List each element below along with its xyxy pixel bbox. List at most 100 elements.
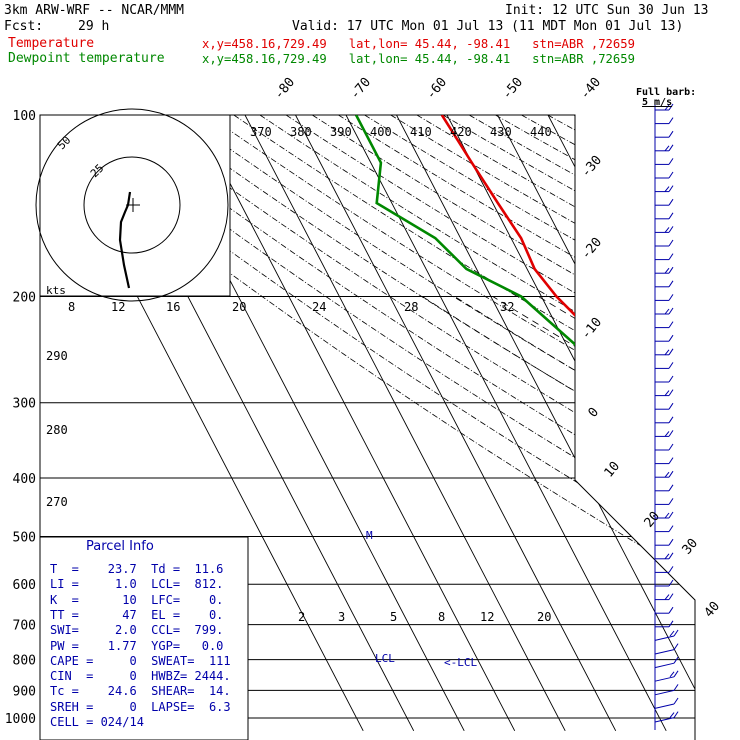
wind-barb (655, 484, 674, 492)
wind-barb (654, 656, 679, 669)
moist-adiabat (454, 296, 695, 732)
dry-adiabat (547, 115, 695, 732)
wind-barb (655, 294, 674, 301)
wind-barb (655, 511, 674, 519)
hodograph-ring-25 (83, 156, 181, 254)
wind-barb (655, 280, 674, 288)
barb-panel-subtitle: 5 m/s (642, 97, 673, 108)
isotherm-label: -10 (579, 315, 606, 343)
moist-adiabat (492, 296, 695, 732)
pressure-label: 200 (13, 291, 36, 306)
wind-barb (655, 348, 674, 356)
isotherm-label: -20 (579, 235, 606, 263)
wind-barb (655, 198, 674, 206)
wind-barb (655, 144, 674, 152)
isotherm-line (497, 115, 695, 731)
lcl-arrow-label: <-LCL (444, 656, 478, 669)
wind-barb (655, 239, 674, 247)
parcel-info-frame (39, 536, 249, 740)
theta-label: 430 (490, 125, 512, 139)
wind-barb (655, 498, 674, 505)
dewpoint-curve (354, 115, 695, 719)
isotherm-label: 0 (586, 405, 603, 421)
model-title: 3km ARW-WRF -- NCAR/MMM (4, 3, 185, 18)
isotherm-label: 40 (702, 599, 724, 621)
wind-barb (655, 389, 674, 397)
isotherm-label: 10 (602, 459, 624, 481)
wind-barb (655, 321, 674, 329)
mixing-ratio-label: 3 (338, 610, 345, 624)
theta-label: 380 (290, 125, 312, 139)
wind-barb (655, 525, 674, 533)
temperature-location: x,y=458.16,729.49 lat,lon= 45.44, -98.41… (202, 37, 635, 51)
theta-label: 400 (370, 125, 392, 139)
dry-adiabat (338, 115, 695, 732)
pressure-label: 400 (13, 472, 36, 487)
parcel-info-box (39, 536, 249, 740)
parcel-info-row: SREH = 0 LAPSE= 6.3 (50, 699, 231, 714)
wind-barb (655, 117, 674, 125)
temperature-curve (440, 115, 695, 720)
theta-e-label: 24 (312, 300, 326, 314)
theta-label: 440 (530, 125, 552, 139)
parcel-info-row: K = 10 LFC= 0. (50, 592, 224, 607)
theta-e-label: 20 (232, 300, 246, 314)
wind-barb (655, 307, 674, 315)
isotherm-line (547, 115, 695, 731)
dry-adiabat (468, 115, 695, 732)
init-time: Init: 12 UTC Sun 30 Jun 13 (505, 3, 709, 18)
isotherm-line (295, 115, 617, 731)
theta-label-left: 270 (46, 495, 68, 509)
wind-barb (655, 552, 674, 560)
parcel-info-row: SWI= 2.0 CCL= 799. (50, 623, 224, 638)
wind-barb (654, 629, 679, 641)
isotherm-line (194, 115, 516, 731)
theta-label: 420 (450, 125, 472, 139)
parcel-info-row: Tc = 24.6 SHEAR= 14. (50, 684, 231, 699)
temperature-legend: Temperature (8, 36, 95, 51)
wind-barb (654, 643, 679, 655)
wind-barb (655, 253, 674, 261)
dry-adiabat (364, 115, 695, 732)
lcl-label: LCL (375, 652, 395, 665)
fcst-label: Fcst: (4, 19, 44, 34)
wind-barb (655, 266, 674, 274)
pressure-label: 900 (13, 684, 36, 699)
wind-barb (655, 212, 674, 220)
parcel-info-title: Parcel Info (86, 539, 154, 554)
dry-adiabat (390, 115, 695, 732)
isotherm-line (446, 115, 695, 731)
isotherm-label: -70 (348, 75, 375, 103)
pressure-label: 700 (13, 619, 36, 634)
wind-barb (655, 185, 674, 193)
isotherm-label: -60 (424, 75, 451, 103)
theta-e-label: 16 (166, 300, 180, 314)
wind-barb (655, 103, 674, 111)
parcel-info-row: LI = 1.0 LCL= 812. (50, 577, 224, 592)
wind-barb (655, 606, 674, 614)
dry-adiabat (312, 115, 695, 732)
isotherm-line (244, 115, 566, 731)
theta-e-label: 12 (111, 300, 125, 314)
wind-barb (655, 579, 674, 587)
isotherm-label: -80 (272, 75, 299, 103)
wind-barb (655, 620, 674, 628)
wind-barb (655, 130, 674, 138)
mixing-ratio-label: 8 (438, 610, 445, 624)
isotherm-line (700, 115, 740, 731)
theta-label: 390 (330, 125, 352, 139)
wind-barb (654, 711, 679, 723)
wind-barb (655, 158, 674, 165)
pressure-label: 300 (13, 397, 36, 412)
valid-time: Valid: 17 UTC Mon 01 Jul 13 (11 MDT Mon … (292, 19, 684, 34)
isotherm-label: -30 (579, 153, 606, 181)
dry-adiabat (50, 115, 695, 732)
mixing-ratio-label: 5 (390, 610, 397, 624)
pressure-label: 100 (13, 109, 36, 124)
wind-barb (655, 593, 674, 601)
pressure-label: 500 (13, 530, 36, 545)
theta-label: 370 (250, 125, 272, 139)
wind-barbs (654, 103, 679, 723)
